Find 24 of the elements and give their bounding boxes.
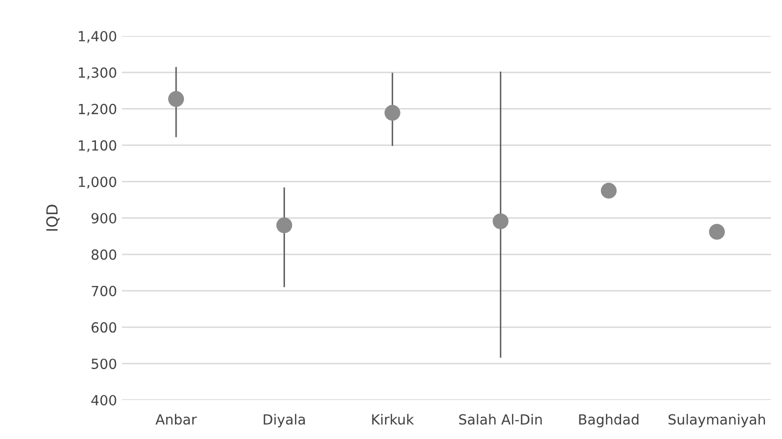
point bbox=[600, 182, 617, 199]
y-tick-label: 1,000 bbox=[78, 176, 116, 188]
x-tick-label: Salah Al-Din bbox=[459, 414, 542, 425]
point bbox=[276, 217, 292, 234]
y-tick-label: 800 bbox=[92, 249, 116, 260]
y-tick-label: 600 bbox=[92, 322, 116, 333]
y-tick-label: 1,400 bbox=[78, 30, 116, 43]
x-tick-label: Kirkuk bbox=[372, 414, 414, 425]
y-tick-label: 400 bbox=[91, 394, 116, 406]
y-tick-label: 700 bbox=[92, 286, 116, 296]
y-tick-label: 900 bbox=[92, 212, 116, 224]
x-tick-label: Baghdad bbox=[579, 414, 638, 428]
x-tick-label: Anbar bbox=[156, 414, 197, 425]
y-tick-label: 1,200 bbox=[78, 104, 116, 116]
point bbox=[168, 91, 184, 107]
point bbox=[492, 213, 508, 230]
point bbox=[709, 224, 725, 240]
y-tick-label: 1,300 bbox=[78, 67, 116, 80]
y-tick-label: 500 bbox=[92, 358, 116, 370]
x-tick-label: Sulaymaniyah bbox=[668, 414, 765, 428]
y-axis-title: IQD bbox=[46, 204, 60, 231]
y-tick-label: 1,100 bbox=[78, 140, 116, 152]
point bbox=[384, 104, 400, 121]
x-tick-label: Diyala bbox=[264, 414, 305, 428]
